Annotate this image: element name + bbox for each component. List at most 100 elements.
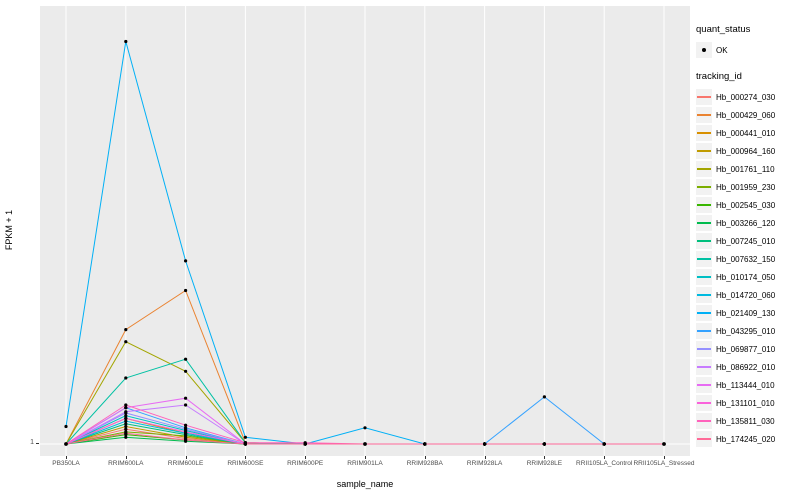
- legend-key-line: [696, 287, 712, 303]
- legend-item: Hb_021409_130: [696, 304, 798, 322]
- legend-item: Hb_000274_030: [696, 88, 798, 106]
- legend-item-label: Hb_000441_010: [716, 128, 776, 138]
- chart-canvas: [40, 6, 690, 456]
- series-color-line-icon: [697, 276, 711, 278]
- plot-panel: [40, 6, 690, 456]
- legend-item: Hb_069877_010: [696, 340, 798, 358]
- legend-key-line: [696, 395, 712, 411]
- legend-item-label: Hb_113444_010: [716, 380, 775, 390]
- x-axis-labels: PB350LA RRIM600LA RRIM600LE RRIM600SE RRIM60…: [40, 460, 694, 470]
- legend-tracking-id-items: Hb_000274_030 Hb_000429_060 Hb_000441_010 H…: [696, 88, 798, 448]
- series-color-line-icon: [697, 222, 711, 224]
- series-color-line-icon: [697, 366, 711, 368]
- series-color-line-icon: [697, 168, 711, 170]
- x-tick-mark: [604, 456, 606, 459]
- series-color-line-icon: [697, 186, 711, 188]
- x-axis-ticks: [40, 456, 690, 459]
- series-color-line-icon: [697, 294, 711, 296]
- legend-key-line: [696, 125, 712, 141]
- x-tick-label: RRII105LA_Control: [576, 460, 633, 467]
- legend-item-label: Hb_010174_050: [716, 272, 776, 282]
- x-tick-mark: [185, 456, 187, 459]
- legend-item: Hb_000964_160: [696, 142, 798, 160]
- legend-item: Hb_086922_010: [696, 358, 798, 376]
- x-tick-mark: [66, 456, 67, 459]
- x-tick-mark: [125, 456, 127, 459]
- x-tick-label: RRIM600PE: [287, 460, 324, 467]
- legend-key-line: [696, 161, 712, 177]
- legend-key-line: [696, 143, 712, 159]
- legend-key-line: [696, 359, 712, 375]
- series-color-line-icon: [697, 114, 711, 116]
- legend-item: Hb_000441_010: [696, 124, 798, 142]
- legend-item: Hb_003266_120: [696, 214, 798, 232]
- x-tick-mark: [365, 456, 366, 459]
- legend-item: Hb_043295_010: [696, 322, 798, 340]
- legend-item-label: Hb_003266_120: [716, 218, 776, 228]
- legend-item: Hb_000429_060: [696, 106, 798, 124]
- legend-item: Hb_014720_060: [696, 286, 798, 304]
- y-tick-mark: [36, 443, 39, 444]
- legend-item-label: OK: [716, 45, 728, 55]
- legend-title-tracking-id: tracking_id: [696, 71, 742, 82]
- legend-item: Hb_007632_150: [696, 250, 798, 268]
- x-tick-mark: [484, 456, 486, 459]
- legend-key-line: [696, 323, 712, 339]
- x-tick-label: RRIM600LA: [108, 460, 144, 467]
- x-tick-label: RRII105LA_Stressed: [633, 460, 695, 467]
- legend-key-line: [696, 305, 712, 321]
- series-color-line-icon: [697, 402, 711, 404]
- series-color-line-icon: [697, 204, 711, 206]
- legend-section-quant-status: quant_status OK: [696, 24, 798, 59]
- legend-item-ok: OK: [696, 41, 798, 59]
- legend-key-line: [696, 179, 712, 195]
- legend: quant_status OK tracking_id Hb_000274_03…: [696, 24, 798, 460]
- legend-item-label: Hb_000429_060: [716, 110, 776, 120]
- legend-key-line: [696, 431, 712, 447]
- legend-section-tracking-id: tracking_id Hb_000274_030 Hb_000429_060 Hb…: [696, 71, 798, 448]
- series-color-line-icon: [697, 348, 711, 350]
- legend-item-label: Hb_135811_030: [716, 416, 775, 426]
- series-color-line-icon: [697, 258, 711, 260]
- series-color-line-icon: [697, 312, 711, 314]
- legend-item-label: Hb_086922_010: [716, 362, 776, 372]
- legend-item-label: Hb_021409_130: [716, 308, 776, 318]
- legend-key-line: [696, 107, 712, 123]
- legend-item: Hb_113444_010: [696, 376, 798, 394]
- series-color-line-icon: [697, 384, 711, 386]
- x-tick-mark: [424, 456, 426, 459]
- legend-item-label: Hb_000274_030: [716, 92, 776, 102]
- legend-key-line: [696, 215, 712, 231]
- x-tick-mark: [544, 456, 546, 459]
- legend-item-label: Hb_000964_160: [716, 146, 776, 156]
- legend-item-label: Hb_001959_230: [716, 182, 776, 192]
- series-color-line-icon: [697, 330, 711, 332]
- legend-item: Hb_010174_050: [696, 268, 798, 286]
- legend-key-line: [696, 413, 712, 429]
- legend-item-label: Hb_007245_010: [716, 236, 776, 246]
- legend-item-label: Hb_069877_010: [716, 344, 776, 354]
- x-tick-label: RRIM928LE: [526, 460, 563, 467]
- x-tick-label: RRIM901LA: [347, 460, 383, 467]
- legend-item-label: Hb_007632_150: [716, 254, 776, 264]
- x-axis-title: sample_name: [336, 479, 394, 489]
- x-tick-mark: [305, 456, 307, 459]
- legend-key-line: [696, 269, 712, 285]
- legend-key-line: [696, 233, 712, 249]
- legend-key-line: [696, 89, 712, 105]
- legend-item: Hb_002545_030: [696, 196, 798, 214]
- legend-key-line: [696, 377, 712, 393]
- legend-key-line: [696, 341, 712, 357]
- series-color-line-icon: [697, 420, 711, 422]
- x-tick-label: RRIM600LE: [167, 460, 204, 467]
- series-color-line-icon: [697, 132, 711, 134]
- legend-key-line: [696, 251, 712, 267]
- legend-item: Hb_001761_110: [696, 160, 798, 178]
- legend-item-label: Hb_043295_010: [716, 326, 776, 336]
- point-icon: [702, 48, 706, 52]
- x-tick-label: PB350LA: [52, 460, 80, 467]
- y-axis-title: FPKM + 1: [4, 209, 14, 251]
- legend-item-label: Hb_001761_110: [716, 164, 775, 174]
- legend-item: Hb_007245_010: [696, 232, 798, 250]
